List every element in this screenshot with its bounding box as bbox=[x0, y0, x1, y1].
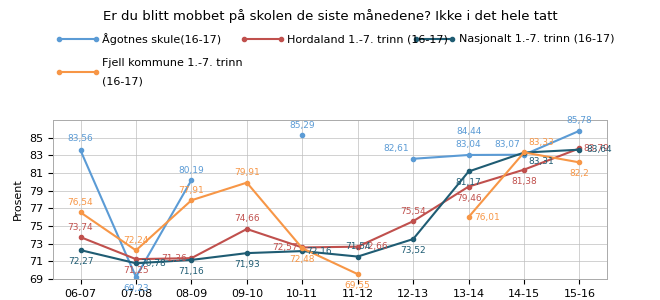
Text: 84,44: 84,44 bbox=[456, 127, 481, 136]
Text: Nasjonalt 1.-7. trinn (16-17): Nasjonalt 1.-7. trinn (16-17) bbox=[459, 34, 614, 44]
Text: 83,31: 83,31 bbox=[528, 157, 554, 166]
Text: 71,36: 71,36 bbox=[162, 254, 187, 263]
Text: 73,52: 73,52 bbox=[401, 246, 426, 255]
Text: 71,16: 71,16 bbox=[178, 267, 205, 276]
Text: Fjell kommune 1.-7. trinn: Fjell kommune 1.-7. trinn bbox=[102, 58, 243, 68]
Text: 83,07: 83,07 bbox=[494, 140, 520, 149]
Text: 72,16: 72,16 bbox=[306, 247, 332, 256]
Text: 83,79: 83,79 bbox=[583, 144, 609, 153]
Text: 80,19: 80,19 bbox=[178, 166, 205, 175]
Text: 82,2: 82,2 bbox=[570, 169, 589, 178]
Text: Hordaland 1.-7. trinn (16-17): Hordaland 1.-7. trinn (16-17) bbox=[287, 34, 448, 44]
Text: 69,55: 69,55 bbox=[345, 281, 371, 290]
Text: 71,54: 71,54 bbox=[345, 242, 370, 251]
Text: 72,27: 72,27 bbox=[68, 257, 93, 266]
Text: 83,56: 83,56 bbox=[67, 134, 94, 143]
Text: 71,93: 71,93 bbox=[234, 260, 260, 269]
Text: 85,29: 85,29 bbox=[290, 121, 315, 130]
Text: 83,64: 83,64 bbox=[587, 145, 612, 154]
Text: 72,48: 72,48 bbox=[290, 255, 315, 264]
Text: 82,61: 82,61 bbox=[383, 144, 409, 153]
Text: 69,23: 69,23 bbox=[123, 284, 148, 293]
Text: 74,66: 74,66 bbox=[234, 214, 259, 224]
Text: 76,54: 76,54 bbox=[68, 198, 93, 207]
Text: 83,04: 83,04 bbox=[456, 140, 481, 149]
Text: 81,17: 81,17 bbox=[455, 178, 482, 188]
Text: 70,78: 70,78 bbox=[140, 259, 166, 268]
Text: 79,91: 79,91 bbox=[234, 168, 260, 177]
Text: 71,25: 71,25 bbox=[123, 266, 148, 275]
Text: 85,78: 85,78 bbox=[566, 116, 593, 125]
Y-axis label: Prosent: Prosent bbox=[13, 178, 23, 220]
Text: 81,38: 81,38 bbox=[511, 177, 537, 186]
Text: 76,01: 76,01 bbox=[474, 213, 500, 222]
Text: 72,66: 72,66 bbox=[362, 242, 387, 251]
Text: 75,54: 75,54 bbox=[401, 207, 426, 216]
Text: 72,57: 72,57 bbox=[273, 243, 298, 252]
Text: (16-17): (16-17) bbox=[102, 76, 143, 86]
Text: 79,46: 79,46 bbox=[456, 194, 481, 202]
Text: 77,91: 77,91 bbox=[178, 186, 205, 195]
Text: 73,74: 73,74 bbox=[68, 223, 93, 232]
Text: 72,24: 72,24 bbox=[123, 236, 148, 245]
Text: Ågotnes skule(16-17): Ågotnes skule(16-17) bbox=[102, 33, 221, 45]
Text: Er du blitt mobbet på skolen de siste månedene? Ikke i det hele tatt: Er du blitt mobbet på skolen de siste må… bbox=[103, 9, 557, 23]
Text: 83,33: 83,33 bbox=[528, 138, 554, 147]
